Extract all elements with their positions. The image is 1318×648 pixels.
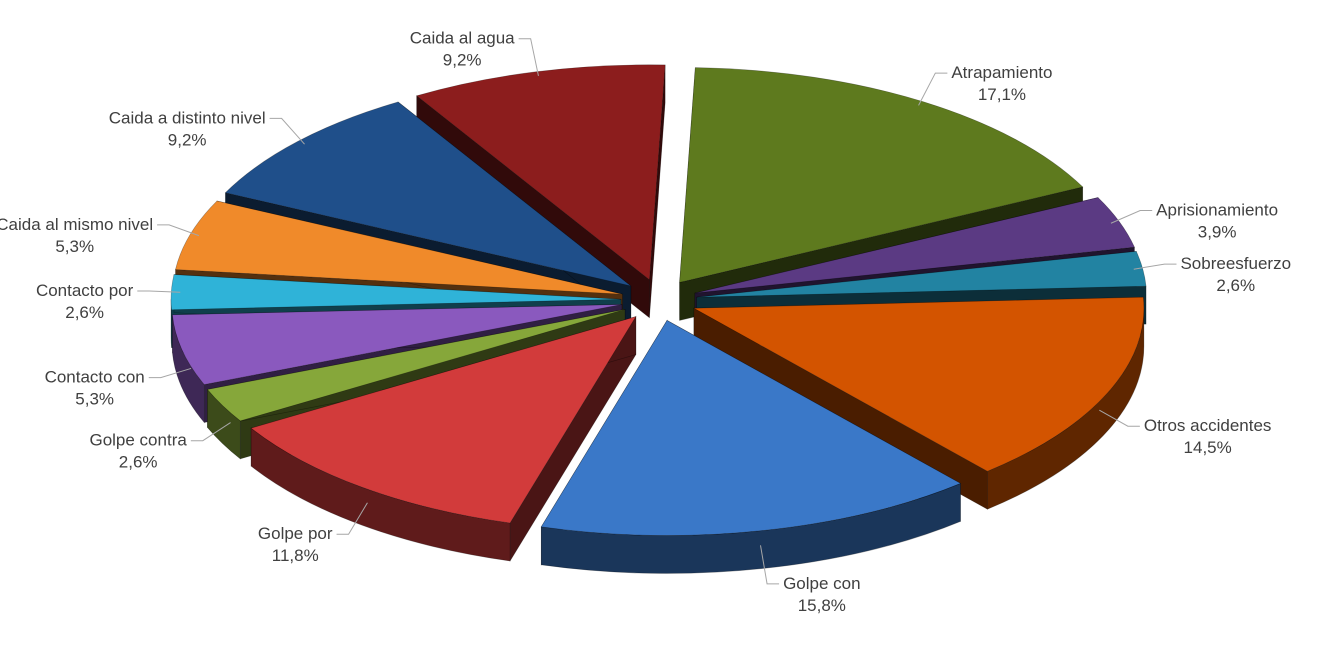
slice-name: Golpe por: [258, 524, 333, 543]
slice-name: Golpe contra: [89, 431, 187, 450]
slice-percent: 9,2%: [168, 130, 207, 149]
slice-percent: 11,8%: [272, 546, 319, 565]
leader-line: [336, 502, 368, 535]
leader-line: [760, 545, 780, 585]
slice-name: Atrapamiento: [951, 63, 1052, 82]
slice-label-2: Sobreesfuerzo 2,6%: [1133, 254, 1291, 295]
leader-line: [918, 72, 948, 106]
slice-percent: 2,6%: [65, 303, 104, 322]
slice-label-11: Caida al agua 9,2%: [410, 29, 539, 76]
leader-line: [1133, 263, 1177, 270]
slice-name: Golpe con: [783, 574, 861, 593]
slice-percent: 15,8%: [798, 596, 846, 615]
pie-labels: Atrapamiento 17,1% Aprisionamiento 3,9% Sobr…: [0, 29, 1291, 615]
pie-slices: [170, 64, 1147, 574]
leader-line: [157, 224, 200, 237]
leader-line: [518, 38, 539, 76]
slice-label-1: Aprisionamiento 3,9%: [1110, 201, 1278, 242]
leader-line: [137, 290, 181, 293]
leader-line: [1099, 409, 1140, 427]
slice-percent: 3,9%: [1198, 223, 1237, 242]
slice-name: Aprisionamiento: [1156, 201, 1278, 220]
slice-label-10: Caida a distinto nivel 9,2%: [109, 108, 305, 149]
slice-label-9: Caida al mismo nivel 5,3%: [0, 215, 200, 256]
leader-line: [148, 367, 192, 379]
slice-name: Contacto con: [45, 368, 145, 387]
slice-name: Caida al agua: [410, 29, 515, 48]
slice-label-5: Golpe por 11,8%: [258, 502, 368, 565]
leader-line: [1110, 210, 1153, 224]
slice-name: Caida a distinto nivel: [109, 108, 266, 127]
slice-percent: 17,1%: [978, 85, 1026, 104]
slice-name: Caida al mismo nivel: [0, 215, 153, 234]
slice-percent: 5,3%: [75, 390, 114, 409]
slice-label-3: Otros accidentes 14,5%: [1099, 409, 1272, 457]
slice-label-7: Contacto con 5,3%: [45, 367, 192, 409]
pie-slice-5: [250, 315, 637, 563]
slice-name: Contacto por: [36, 281, 134, 300]
leader-line: [190, 422, 231, 442]
leader-line: [269, 117, 305, 145]
slice-percent: 2,6%: [1216, 276, 1255, 295]
slice-label-6: Golpe contra 2,6%: [89, 422, 231, 472]
pie-slice-4: [540, 319, 962, 574]
slice-percent: 2,6%: [119, 453, 158, 472]
slice-percent: 14,5%: [1184, 438, 1232, 457]
slice-label-4: Golpe con 15,8%: [760, 545, 861, 615]
slice-percent: 9,2%: [443, 51, 482, 70]
slice-percent: 5,3%: [55, 237, 94, 256]
slice-name: Sobreesfuerzo: [1180, 254, 1291, 273]
slice-label-0: Atrapamiento 17,1%: [918, 63, 1052, 106]
slice-label-8: Contacto por 2,6%: [36, 281, 181, 322]
slice-name: Otros accidentes: [1144, 416, 1272, 435]
